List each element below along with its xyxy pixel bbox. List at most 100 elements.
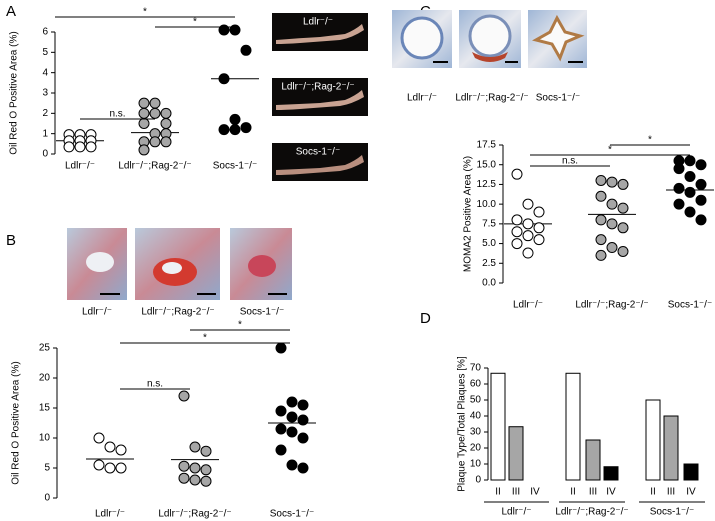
data-point bbox=[297, 399, 309, 411]
data-point bbox=[275, 405, 287, 417]
y-tick-label: 5 bbox=[44, 463, 50, 474]
micrograph: Ldlr⁻/⁻ bbox=[67, 228, 127, 318]
data-point bbox=[138, 97, 150, 109]
image-label: Ldlr⁻/⁻ bbox=[407, 93, 437, 104]
y-tick-label: 20 bbox=[470, 443, 482, 454]
data-point bbox=[673, 163, 685, 175]
bar bbox=[603, 466, 619, 481]
bar-sub-label: II bbox=[650, 487, 656, 498]
micrograph: Socs-1⁻/⁻ bbox=[272, 143, 368, 181]
x-tick-label: Socs-1⁻/⁻ bbox=[213, 161, 257, 172]
data-point bbox=[673, 182, 685, 194]
data-point bbox=[286, 396, 298, 408]
y-tick-label: 10 bbox=[470, 459, 482, 470]
data-point bbox=[218, 24, 230, 36]
data-point bbox=[178, 460, 190, 472]
data-point bbox=[189, 474, 201, 486]
significance-label: * bbox=[143, 7, 147, 18]
data-point bbox=[115, 462, 127, 474]
data-point bbox=[138, 144, 150, 156]
data-point bbox=[595, 190, 607, 202]
image-label: Ldlr⁻/⁻ bbox=[303, 17, 333, 28]
data-point bbox=[286, 411, 298, 423]
significance-label: * bbox=[193, 17, 197, 28]
data-point bbox=[617, 178, 629, 190]
data-point bbox=[240, 44, 252, 56]
data-point bbox=[695, 194, 707, 206]
bar bbox=[585, 439, 601, 481]
data-point bbox=[511, 168, 523, 180]
data-point bbox=[684, 186, 696, 198]
data-point bbox=[522, 218, 534, 230]
x-tick-label: Ldlr⁻/⁻;Rag-2⁻/⁻ bbox=[118, 161, 191, 172]
panel-label: B bbox=[6, 232, 16, 249]
data-point bbox=[533, 206, 545, 218]
x-tick-label: Ldlr⁻/⁻ bbox=[501, 507, 531, 518]
data-point bbox=[160, 136, 172, 148]
y-tick-label: 0 bbox=[44, 493, 50, 504]
data-point bbox=[240, 122, 252, 134]
significance-label: n.s. bbox=[562, 156, 578, 167]
data-point bbox=[695, 178, 707, 190]
y-tick-label: 12.5 bbox=[477, 179, 497, 190]
bar bbox=[683, 463, 699, 481]
data-point bbox=[115, 444, 127, 456]
image-label: Socs-1⁻/⁻ bbox=[536, 93, 580, 104]
y-tick-label: 5.0 bbox=[482, 238, 496, 249]
panel-label: D bbox=[420, 310, 431, 327]
data-point bbox=[606, 242, 618, 254]
data-point bbox=[595, 214, 607, 226]
significance-label: * bbox=[648, 135, 652, 146]
image-label: Socs-1⁻/⁻ bbox=[296, 147, 340, 158]
y-tick-label: 3 bbox=[42, 88, 48, 99]
micrograph: Ldlr⁻/⁻;Rag-2⁻/⁻ bbox=[455, 10, 529, 104]
y-tick-label: 25 bbox=[39, 343, 51, 354]
image-label: Socs-1⁻/⁻ bbox=[240, 307, 284, 318]
y-tick-label: 5 bbox=[42, 47, 48, 58]
y-tick-label: 40 bbox=[470, 411, 482, 422]
y-tick-label: 7.5 bbox=[482, 218, 496, 229]
y-tick-label: 2 bbox=[42, 108, 48, 119]
image-label: Ldlr⁻/⁻;Rag-2⁻/⁻ bbox=[455, 93, 528, 104]
data-point bbox=[218, 73, 230, 85]
data-point bbox=[684, 206, 696, 218]
y-axis-label: Oil Red O Positive Area (%) bbox=[9, 31, 20, 154]
y-tick-label: 0 bbox=[475, 475, 481, 486]
bar-sub-label: III bbox=[667, 487, 675, 498]
data-point bbox=[511, 226, 523, 238]
data-point bbox=[522, 247, 534, 259]
micrograph: Socs-1⁻/⁻ bbox=[528, 10, 587, 104]
data-point bbox=[189, 462, 201, 474]
x-tick-label: Ldlr⁻/⁻;Rag-2⁻/⁻ bbox=[555, 507, 628, 518]
bar-sub-label: IV bbox=[686, 487, 696, 498]
significance-label: * bbox=[203, 333, 207, 344]
data-point bbox=[178, 472, 190, 484]
y-tick-label: 0.0 bbox=[482, 278, 496, 289]
data-point bbox=[189, 441, 201, 453]
data-point bbox=[74, 141, 86, 153]
data-point bbox=[606, 218, 618, 230]
micrograph: Ldlr⁻/⁻ bbox=[272, 13, 368, 51]
data-point bbox=[595, 174, 607, 186]
micrograph: Ldlr⁻/⁻ bbox=[392, 10, 452, 104]
y-tick-label: 4 bbox=[42, 67, 48, 78]
data-point bbox=[149, 97, 161, 109]
data-point bbox=[275, 423, 287, 435]
bar-sub-label: III bbox=[512, 487, 520, 498]
data-point bbox=[178, 390, 190, 402]
data-point bbox=[297, 414, 309, 426]
data-point bbox=[617, 245, 629, 257]
data-point bbox=[229, 113, 241, 125]
y-tick-label: 15 bbox=[39, 403, 51, 414]
y-tick-label: 15.0 bbox=[477, 159, 497, 170]
y-tick-label: 17.5 bbox=[477, 140, 497, 151]
data-point bbox=[606, 176, 618, 188]
data-point bbox=[684, 155, 696, 167]
data-point bbox=[93, 459, 105, 471]
data-point bbox=[160, 107, 172, 119]
data-point bbox=[104, 441, 116, 453]
x-tick-label: Socs-1⁻/⁻ bbox=[270, 509, 314, 520]
data-point bbox=[522, 198, 534, 210]
data-point bbox=[149, 136, 161, 148]
bar-sub-label: II bbox=[570, 487, 576, 498]
